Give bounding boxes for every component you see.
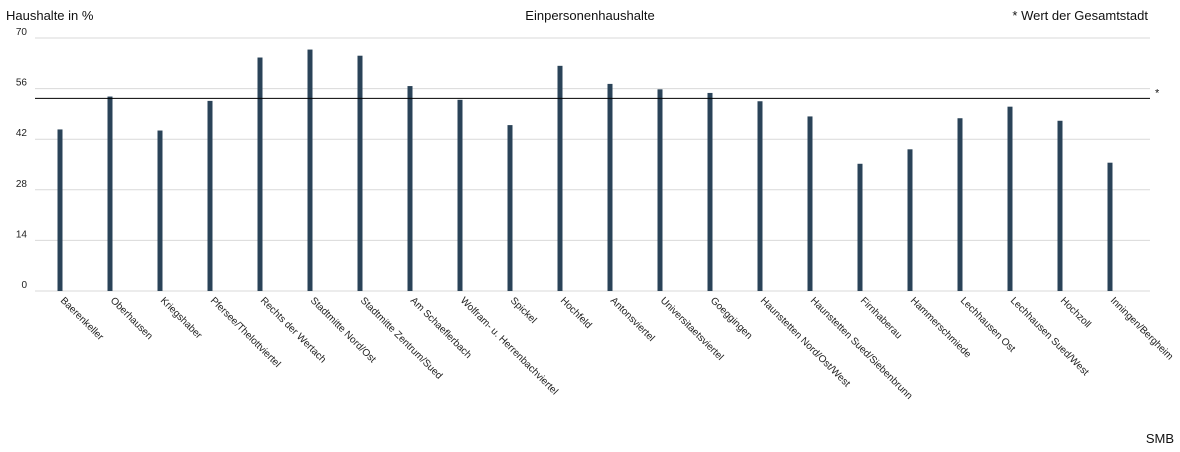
bar (957, 118, 963, 291)
bar (457, 99, 463, 291)
reference-legend: * Wert der Gesamtstadt (1012, 8, 1148, 23)
bars (57, 49, 1113, 292)
bar (207, 100, 213, 291)
bar (907, 149, 913, 291)
reference-marker: * (1155, 87, 1160, 99)
x-tick-label: Hochfeld (558, 295, 594, 331)
y-tick-label: 42 (16, 128, 28, 139)
reference-line-group: * (35, 87, 1160, 99)
x-tick-label: Haunstetten Nord/Ost/West (758, 295, 852, 389)
bar (107, 96, 113, 292)
bar (607, 83, 613, 291)
bar (157, 130, 163, 291)
bar (657, 89, 663, 291)
bar (1007, 106, 1013, 292)
bar (557, 65, 563, 291)
bar (357, 55, 363, 292)
y-axis-label: Haushalte in % (6, 8, 94, 23)
x-tick-label: Kriegshaber (158, 295, 204, 341)
x-tick-label: Antonsviertel (608, 295, 657, 344)
x-tick-label: Hochzoll (1058, 295, 1093, 330)
bar (507, 125, 513, 292)
bar (57, 129, 63, 291)
y-tick-label: 70 (16, 27, 28, 38)
source-label: SMB (1145, 431, 1174, 446)
bar (707, 92, 713, 292)
x-tick-label: Inningen/Bergheim (1108, 295, 1175, 362)
y-tick-label: 14 (16, 229, 28, 240)
bar (307, 49, 313, 291)
y-tick-label: 0 (21, 280, 27, 291)
chart-title: Einpersonenhaushalte (525, 8, 655, 23)
bar (807, 116, 813, 292)
x-tick-label: Haunstetten Sued/Siebenbrunn (808, 295, 914, 401)
x-axis-ticks: Baerenkeller Oberhausen Kriegshaber Pfersee… (58, 295, 1175, 401)
bar (757, 101, 763, 291)
x-tick-label: Spickel (508, 295, 539, 326)
x-tick-label: Wolfram- u. Herrenbachviertel (458, 295, 560, 397)
gridlines (35, 37, 1150, 292)
x-tick-label: Oberhausen (108, 295, 155, 342)
y-axis-ticks: 0 14 28 42 56 70 (16, 27, 28, 291)
bar (1107, 162, 1113, 291)
bar (257, 57, 263, 291)
bar (1057, 120, 1063, 291)
y-tick-label: 28 (16, 179, 28, 190)
x-tick-label: Baerenkeller (58, 295, 106, 343)
x-tick-label: Firnhaberau (858, 295, 904, 341)
bar (857, 163, 863, 291)
bar (407, 86, 413, 291)
y-tick-label: 56 (16, 78, 28, 89)
x-tick-label: Goeggingen (708, 295, 754, 341)
x-tick-label: Stadtmitte Zentrum/Sued (358, 295, 444, 381)
